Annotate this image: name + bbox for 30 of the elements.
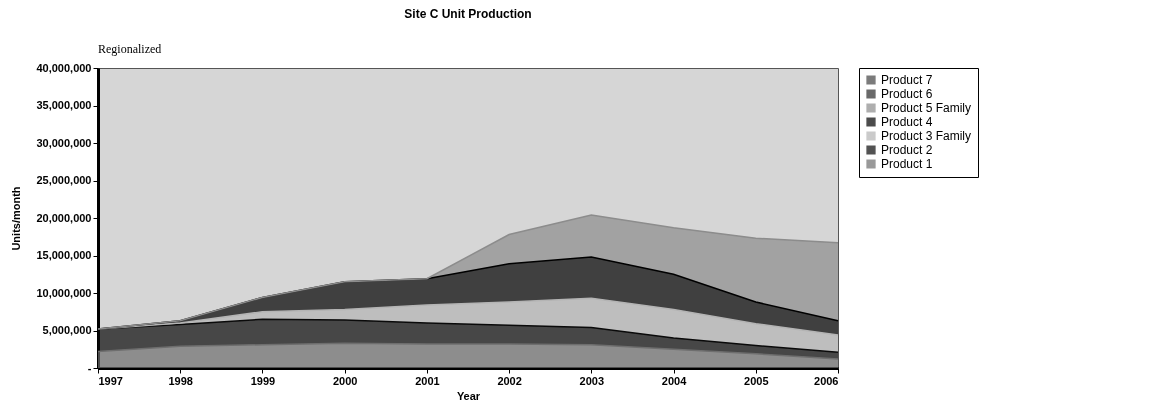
- y-tick-label: 25,000,000: [36, 174, 92, 186]
- x-tick-label: 1999: [250, 374, 276, 387]
- y-tick-label: 35,000,000: [36, 99, 92, 111]
- x-tick-label: 2003: [579, 374, 605, 387]
- y-tick-label: -: [87, 361, 92, 374]
- y-axis-title: Units/month: [10, 186, 23, 251]
- y-tick-label: 40,000,000: [36, 61, 92, 74]
- x-axis-title: Year: [456, 389, 481, 402]
- legend-label: Product 2: [881, 143, 933, 157]
- y-tick-label: 10,000,000: [36, 286, 92, 299]
- chart-title: Site C Unit Production: [404, 7, 532, 21]
- legend-label: Product 1: [881, 157, 933, 171]
- legend-label: Product 3 Family: [881, 129, 972, 143]
- x-tick-label: 1998: [168, 374, 193, 387]
- legend-label: Product 5 Family: [881, 101, 972, 115]
- x-tick-label: 2005: [744, 374, 769, 387]
- legend-label: Product 7: [881, 73, 933, 87]
- y-tick-label: 5,000,000: [42, 324, 92, 336]
- text: Regionalized: [98, 42, 162, 56]
- y-tick-label: 15,000,000: [36, 249, 92, 261]
- legend-label: Product 6: [881, 87, 933, 101]
- x-tick-label: 2001: [415, 374, 440, 387]
- x-tick-label: 1997: [98, 374, 123, 387]
- legend-label: Product 4: [881, 115, 933, 129]
- y-tick-label: 30,000,000: [36, 136, 92, 149]
- y-tick-label: 20,000,000: [36, 211, 92, 224]
- x-tick-label: 2004: [661, 374, 688, 387]
- x-tick-label: 2006: [814, 374, 839, 387]
- x-tick-label: 2000: [332, 374, 358, 387]
- x-tick-label: 2002: [497, 374, 522, 387]
